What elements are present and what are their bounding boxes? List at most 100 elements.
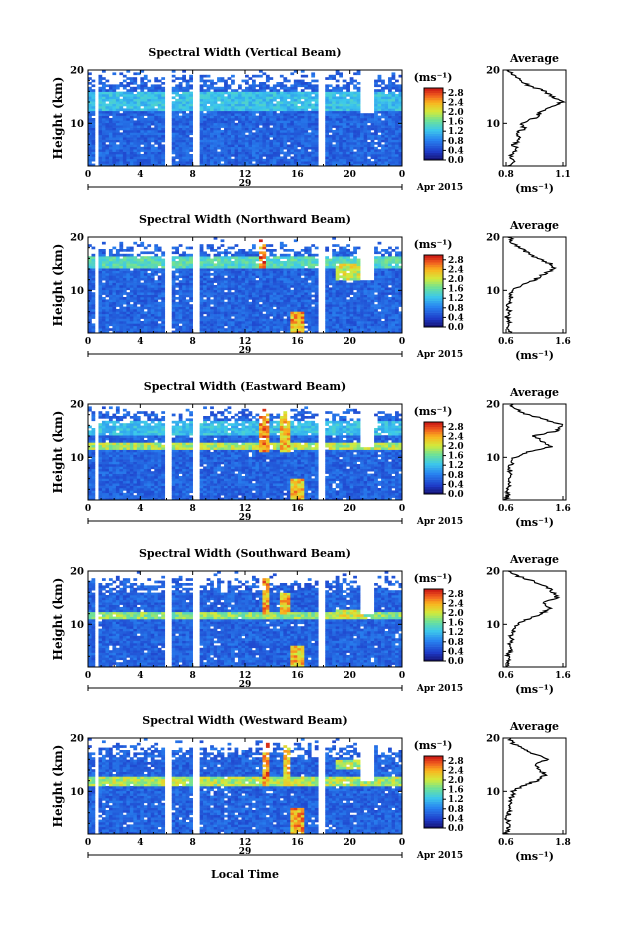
heatmap-cell <box>175 84 180 88</box>
heatmap-cell <box>238 127 242 131</box>
heatmap-cell <box>248 316 253 319</box>
heatmap-cell <box>199 161 204 164</box>
heatmap-cell <box>210 108 214 112</box>
heatmap-cell <box>126 77 131 80</box>
heatmap-cell <box>115 118 120 121</box>
heatmap-cell <box>143 74 148 78</box>
heatmap-cell <box>185 323 190 327</box>
heatmap-cell <box>98 275 103 279</box>
heatmap-cell <box>136 297 141 300</box>
heatmap-cell <box>265 311 270 315</box>
heatmap-cell <box>231 287 235 291</box>
heatmap-cell <box>203 137 207 140</box>
heatmap-cell <box>91 142 96 145</box>
heatmap-cell <box>283 144 288 148</box>
heatmap-cell <box>325 103 330 107</box>
heatmap-cell <box>101 258 106 262</box>
heatmap-cell <box>248 285 253 288</box>
heatmap-cell <box>245 158 249 162</box>
heatmap-cell <box>210 156 214 160</box>
heatmap-cell <box>178 318 183 322</box>
heatmap-cell <box>353 161 357 164</box>
heatmap-cell <box>307 265 312 269</box>
heatmap-cell <box>391 137 396 140</box>
heatmap-cell <box>147 261 152 264</box>
heatmap-cell <box>129 306 134 310</box>
heatmap-cell <box>339 91 343 95</box>
heatmap-cell <box>119 84 124 88</box>
heatmap-cell <box>178 258 183 262</box>
heatmap-cell <box>265 256 270 259</box>
heatmap-cell <box>119 241 124 245</box>
heatmap-cell <box>304 287 309 291</box>
heatmap-cell <box>304 285 309 288</box>
heatmap-cell <box>122 258 127 262</box>
heatmap-cell <box>311 328 316 331</box>
heatmap-cell <box>297 139 302 143</box>
heatmap-cell <box>227 146 232 150</box>
heatmap-cell <box>231 282 235 286</box>
heatmap-cell <box>245 127 249 131</box>
heatmap-cell <box>304 74 309 78</box>
heatmap-cell <box>105 263 110 267</box>
heatmap-cell <box>140 89 145 92</box>
heatmap-cell <box>391 106 396 109</box>
heatmap-cell <box>126 149 131 152</box>
heatmap-cell <box>217 125 221 128</box>
heatmap-cell <box>224 304 228 307</box>
heatmap-cell <box>300 318 305 322</box>
heatmap-cell <box>101 282 106 286</box>
heatmap-cell <box>213 113 218 116</box>
heatmap-cell <box>199 118 204 121</box>
heatmap-cell <box>370 118 375 121</box>
heatmap-cell <box>224 323 228 327</box>
heatmap-cell <box>171 118 176 121</box>
heatmap-cell <box>122 318 127 322</box>
heatmap-cell <box>129 277 134 281</box>
heatmap-cell <box>105 304 110 307</box>
heatmap-cell <box>199 313 204 317</box>
heatmap-cell <box>88 163 92 167</box>
heatmap-cell <box>258 316 263 319</box>
heatmap-cell <box>283 287 288 291</box>
heatmap-cell <box>199 253 204 257</box>
heatmap-cell <box>258 106 263 109</box>
heatmap-cell <box>126 275 131 279</box>
heatmap-cell <box>231 89 235 92</box>
heatmap-cell <box>300 328 305 331</box>
heatmap-cell <box>91 301 96 305</box>
heatmap-cell <box>140 108 145 112</box>
heatmap-cell <box>199 98 204 102</box>
heatmap-cell <box>154 103 159 107</box>
heatmap-cell <box>339 163 343 167</box>
heatmap-cell <box>213 156 218 160</box>
heatmap-cell <box>255 325 260 329</box>
heatmap-cell <box>262 163 267 167</box>
heatmap-cell <box>98 256 103 259</box>
heatmap-cell <box>143 311 148 315</box>
heatmap-cell <box>332 74 337 78</box>
heatmap-cell <box>262 280 267 283</box>
heatmap-cell <box>161 318 166 322</box>
heatmap-cell <box>262 158 267 162</box>
heatmap-cell <box>161 120 166 124</box>
heatmap-cell <box>227 94 232 97</box>
heatmap-cell <box>325 110 330 114</box>
heatmap-cell <box>276 328 281 331</box>
heatmap-cell <box>381 122 385 126</box>
heatmap-cell <box>297 154 302 157</box>
heatmap-cell <box>241 273 246 276</box>
heatmap-cell <box>395 130 399 133</box>
heatmap-cell <box>283 325 288 329</box>
heatmap-cell <box>255 139 260 143</box>
heatmap-cell <box>339 142 343 145</box>
heatmap-cell <box>129 316 134 319</box>
heatmap-cell <box>272 304 277 307</box>
heatmap-cell <box>129 313 134 317</box>
heatmap-cell <box>101 103 106 107</box>
heatmap-cell <box>227 96 232 100</box>
heatmap-cell <box>129 265 134 269</box>
heatmap-cell <box>91 270 96 274</box>
heatmap-cell <box>136 158 141 162</box>
heatmap-cell <box>105 79 110 83</box>
